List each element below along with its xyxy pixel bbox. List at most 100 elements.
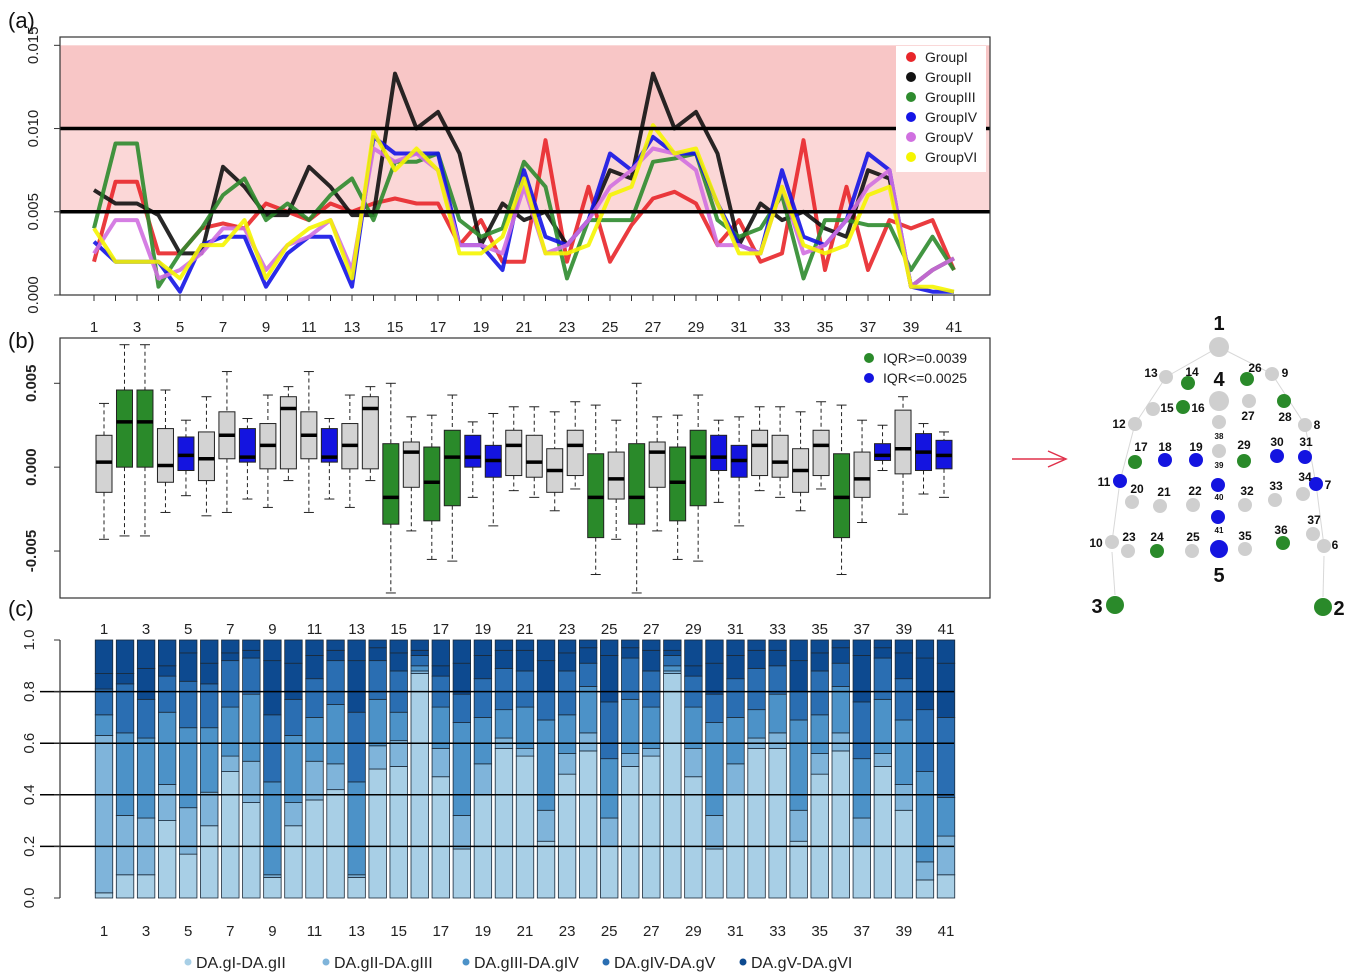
x-tick-label-top: 1 bbox=[100, 621, 108, 638]
bar-segment bbox=[326, 649, 345, 662]
y-tick-label: 0.005 bbox=[25, 193, 42, 231]
bar-segment bbox=[452, 693, 472, 723]
x-tick-label-top: 5 bbox=[184, 621, 192, 638]
node-35 bbox=[1238, 542, 1252, 556]
bar-segment bbox=[242, 639, 261, 651]
legend-label-GroupV: GroupV bbox=[925, 129, 974, 145]
bar-segment bbox=[873, 657, 892, 700]
plot-frame bbox=[59, 36, 991, 296]
node-label-3: 3 bbox=[1091, 596, 1102, 618]
bar-segment bbox=[263, 639, 282, 662]
bar-segment bbox=[894, 719, 914, 785]
bar-segment bbox=[810, 773, 829, 899]
x-tick-label-bottom: 35 bbox=[811, 923, 828, 940]
bar-segment bbox=[747, 667, 766, 711]
y-tick-label: 0.000 bbox=[25, 276, 42, 314]
bar-segment bbox=[221, 706, 240, 757]
x-tick-label: 31 bbox=[731, 319, 748, 336]
x-tick-label: 21 bbox=[516, 319, 533, 336]
bar-segment bbox=[410, 655, 429, 667]
bar-segment bbox=[136, 639, 156, 669]
bar-segment bbox=[179, 652, 198, 682]
bar-segment bbox=[494, 649, 514, 669]
y-tick-label: 0.015 bbox=[25, 27, 42, 65]
x-tick-label-top: 9 bbox=[268, 621, 276, 638]
bar-segment bbox=[621, 647, 640, 659]
x-tick-label: 11 bbox=[301, 319, 317, 336]
bar-segment bbox=[831, 647, 850, 664]
panel-b-label: (b) bbox=[8, 328, 35, 353]
legend-label: DA.gII-DA.gIII bbox=[334, 955, 433, 972]
bar-segment bbox=[536, 639, 556, 662]
node-label-12: 12 bbox=[1112, 417, 1126, 431]
bar-segment bbox=[200, 791, 219, 827]
legend-marker-GroupIII bbox=[906, 92, 916, 102]
bar-segment bbox=[221, 652, 240, 662]
bar-segment bbox=[852, 846, 871, 899]
legend-marker bbox=[602, 958, 610, 966]
bar-segment bbox=[157, 665, 177, 677]
bar-segment bbox=[705, 722, 724, 816]
node-36 bbox=[1276, 536, 1290, 550]
bar-segment bbox=[410, 639, 429, 651]
bar-segment bbox=[347, 876, 366, 899]
node-25 bbox=[1185, 544, 1199, 558]
node-21 bbox=[1153, 499, 1167, 513]
bar-segment bbox=[747, 649, 766, 669]
bar-segment bbox=[852, 817, 871, 847]
bar-segment bbox=[368, 698, 387, 747]
bar-segment bbox=[747, 747, 766, 899]
bar-segment bbox=[452, 848, 472, 899]
bar-segment bbox=[726, 655, 745, 680]
bar-segment bbox=[179, 807, 198, 855]
bar-segment bbox=[200, 662, 219, 685]
bar-segment bbox=[136, 737, 156, 819]
bar-segment bbox=[747, 709, 766, 739]
bar-segment bbox=[789, 719, 808, 811]
box-38 bbox=[853, 451, 871, 498]
bar-segment bbox=[431, 706, 450, 749]
bar-segment bbox=[515, 755, 535, 899]
box-2 bbox=[115, 389, 133, 468]
box-22 bbox=[525, 434, 543, 478]
bar-segment bbox=[157, 820, 177, 899]
bar-segment bbox=[389, 711, 408, 742]
bar-segment bbox=[536, 719, 556, 811]
node-12 bbox=[1128, 417, 1142, 431]
x-tick-label: 9 bbox=[262, 319, 270, 336]
bar-segment bbox=[410, 665, 429, 672]
bar-segment bbox=[94, 714, 114, 736]
x-tick-label-bottom: 5 bbox=[184, 923, 192, 940]
x-tick-label-bottom: 17 bbox=[432, 923, 449, 940]
bar-segment bbox=[389, 740, 408, 767]
bar-segment bbox=[831, 686, 850, 734]
bar-segment bbox=[726, 639, 745, 656]
bar-segment bbox=[136, 698, 156, 739]
bar-segment bbox=[642, 706, 661, 749]
box-18 bbox=[443, 429, 461, 507]
bar-segment bbox=[389, 766, 408, 899]
x-tick-label-top: 21 bbox=[517, 621, 534, 638]
bar-segment bbox=[200, 639, 219, 664]
x-tick-label: 35 bbox=[817, 319, 834, 336]
bar-segment bbox=[326, 789, 345, 899]
bar-segment bbox=[452, 815, 472, 850]
bar-segment bbox=[431, 747, 450, 778]
bar-segment bbox=[305, 655, 324, 680]
line-chart-panel-a: 1 3 5 7 9 11 13 15 17 19 21 23 25 27 29 31 33 35 37 39 410.0… bbox=[25, 27, 991, 336]
bar-segment bbox=[663, 639, 682, 651]
box-8 bbox=[238, 428, 256, 463]
bar-segment bbox=[326, 763, 345, 791]
bar-segment bbox=[115, 639, 135, 674]
box-27 bbox=[628, 443, 646, 525]
node-7 bbox=[1309, 477, 1323, 491]
bar-segment bbox=[263, 781, 282, 876]
node-10 bbox=[1105, 535, 1119, 549]
bar-segment bbox=[221, 660, 240, 708]
bar-segment bbox=[600, 817, 619, 847]
node-20 bbox=[1125, 495, 1139, 509]
legend-label: IQR>=0.0039 bbox=[883, 350, 967, 366]
bar-segment bbox=[789, 840, 808, 899]
node-24 bbox=[1150, 544, 1164, 558]
